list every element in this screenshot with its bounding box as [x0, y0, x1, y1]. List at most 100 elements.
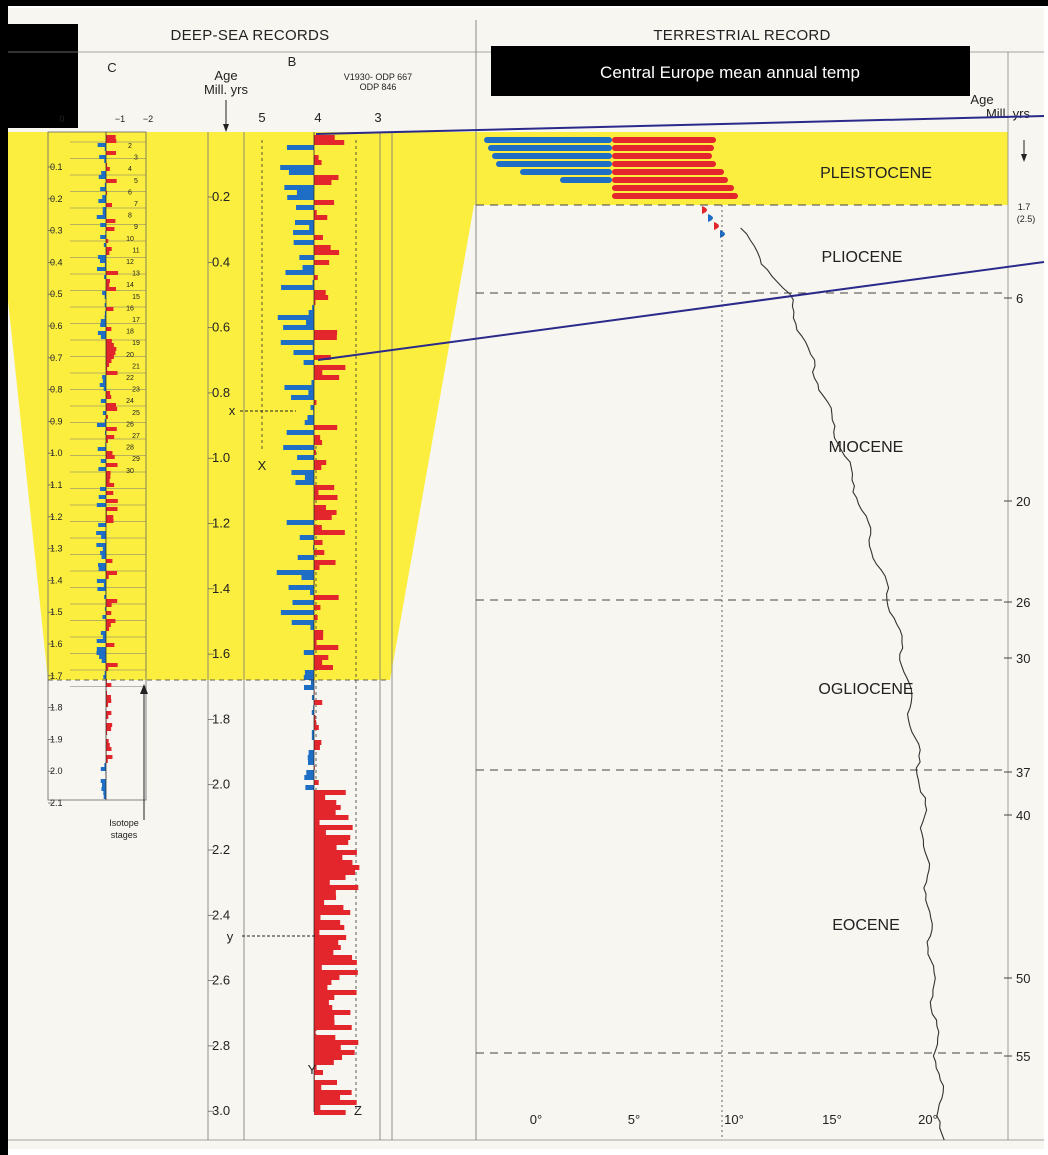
panel-c-curve-segment: [97, 143, 106, 147]
panel-c-curve-segment: [106, 695, 112, 699]
panel-c-curve-segment: [106, 371, 118, 375]
warm-bar: [612, 169, 724, 175]
panel-b-curve-segment: [314, 435, 321, 440]
panel-b-curve-segment: [314, 890, 336, 895]
terrestrial-age-tick: 30: [1016, 651, 1030, 666]
panel-c-curve-segment: [100, 335, 106, 339]
panel-c-curve-segment: [104, 159, 106, 163]
yellow-pleistocene-band: [474, 132, 1008, 205]
panel-c-curve-segment: [102, 635, 106, 639]
panel-b-curve-segment: [314, 1100, 357, 1105]
isotope-stage-number: 2: [128, 143, 132, 150]
panel-b-curve-segment: [314, 560, 336, 565]
panel-c-curve-segment: [103, 675, 106, 679]
panel-c-stage-lines: [70, 141, 146, 687]
panel-b-curve-segment: [303, 360, 314, 365]
isotope-stage-number: 25: [132, 410, 140, 417]
panel-b-curve-segment: [299, 535, 314, 540]
panel-b-curve-segment: [314, 810, 336, 815]
panel-c-curve-segment: [100, 551, 106, 555]
panel-b-curve-segment: [314, 1025, 352, 1030]
panel-b-curve-segment: [314, 1095, 341, 1100]
panel-b-curve-segment: [307, 415, 314, 420]
panel-c-age-tick: 0.8: [50, 385, 63, 395]
panel-c-curve-segment: [96, 579, 106, 583]
isotope-stage-number: 28: [126, 445, 134, 452]
panel-c-curve-segment: [106, 603, 112, 607]
panel-c-curve-segment: [106, 167, 110, 171]
panel-c-curve-segment: [106, 455, 115, 459]
panel-c-curve-segment: [106, 703, 109, 707]
panel-b-curve-segment: [314, 180, 332, 185]
panel-b-curve-segment: [314, 795, 326, 800]
panel-b-curve-segment: [314, 140, 345, 145]
panel-b-curve-segment: [287, 195, 314, 200]
warm-bar: [612, 185, 734, 191]
panel-b-curve-segment: [314, 925, 345, 930]
panel-b-curve-segment: [314, 425, 338, 430]
panel-c-curve-segment: [106, 627, 110, 631]
panel-c-age-tick: 0.1: [50, 162, 63, 172]
panel-b-curve-segment: [303, 650, 314, 655]
isotope-stage-number: 21: [132, 363, 140, 370]
panel-b-curve-segment: [314, 860, 353, 865]
panel-b-curve-segment: [314, 865, 360, 870]
panel-c-curve-segment: [104, 671, 106, 675]
panel-c-axis-tick: −1: [115, 114, 125, 124]
panel-c-curve-segment: [102, 411, 106, 415]
panel-b-curve-segment: [314, 985, 328, 990]
panel-b-curve-segment: [304, 420, 314, 425]
panel-b-isotope-curve: [276, 132, 360, 1115]
isotope-stage-number: 8: [128, 213, 132, 220]
panel-b-curve-segment: [302, 265, 314, 270]
panel-b-curve-segment: [314, 800, 337, 805]
panel-c-age-tick: 0.7: [50, 353, 63, 363]
panel-b-curve-segment: [314, 900, 325, 905]
panel-b-curve-segment: [314, 155, 319, 160]
panel-b-curve-segment: [307, 755, 314, 760]
panel-b-curve-segment: [314, 790, 346, 795]
panel-b-curve-segment: [310, 625, 314, 630]
panel-b-curve-segment: [314, 910, 351, 915]
warm-bar: [612, 153, 712, 159]
panel-b-curve-segment: [293, 350, 314, 355]
panel-c-curve-segment: [98, 495, 106, 499]
terrestrial-era-boundaries: [476, 204, 1008, 1054]
panel-b-curve-segment: [314, 210, 317, 215]
panel-c-curve-segment: [106, 163, 108, 167]
panel-c-age-tick: 0.3: [50, 226, 63, 236]
panel-c-curve-segment: [100, 323, 106, 327]
panel-b-curve-segment: [314, 330, 338, 335]
panel-c-curve-segment: [101, 787, 106, 791]
panel-b-curve-segment: [314, 300, 316, 305]
panel-c-curve-segment: [96, 531, 106, 535]
panel-c-curve-segment: [101, 171, 106, 175]
boundary-2-5: (2.5): [1017, 214, 1036, 224]
panel-b-curve-segment: [314, 920, 341, 925]
panel-c-axis-tick: −2: [143, 114, 153, 124]
panel-b-curve-segment: [314, 940, 339, 945]
panel-b-curve-segment: [314, 250, 340, 255]
panel-b-curve-segment: [304, 775, 314, 780]
panel-b-curve-segment: [291, 470, 314, 475]
panel-b-axis-tick: 4: [314, 110, 321, 125]
transition-wiggle: [702, 206, 707, 214]
panel-b-curve-segment: [292, 600, 314, 605]
isotope-stage-number: 14: [126, 282, 134, 289]
panel-c-curve-segment: [99, 383, 106, 387]
boundary-1-7: 1.7: [1018, 202, 1031, 212]
panel-b-curve-segment: [280, 610, 314, 615]
panel-c-curve-segment: [100, 235, 106, 239]
panel-b-curve-segment: [314, 780, 319, 785]
panel-b-curve-segment: [296, 205, 314, 210]
deep-sea-header: DEEP-SEA RECORDS: [170, 27, 329, 44]
temperature-tick: 0°: [530, 1112, 542, 1127]
panel-c-curve-segment: [106, 283, 110, 287]
panel-c-curve-segment: [106, 239, 109, 243]
panel-b-curve-segment: [297, 555, 314, 560]
terrestrial-age-arrowhead: [1021, 154, 1027, 162]
panel-b-curve-segment: [314, 905, 344, 910]
panel-c-age-tick: 1.4: [50, 575, 63, 585]
panel-c-curve-segment: [106, 343, 114, 347]
panel-c-curve-segment: [104, 595, 106, 599]
